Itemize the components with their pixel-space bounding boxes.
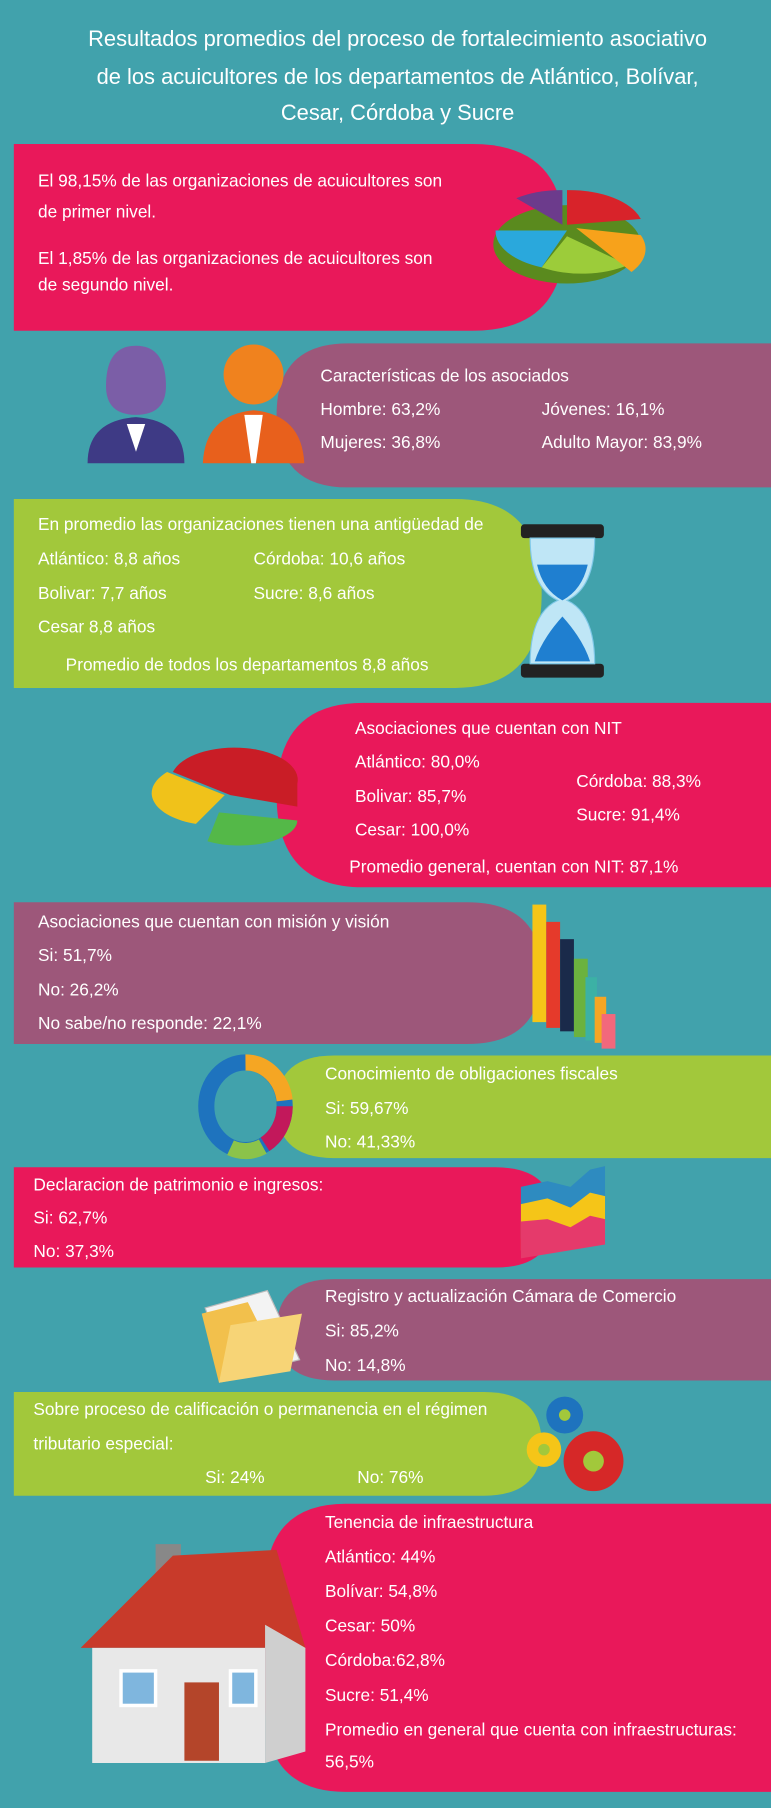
text-line: Si: 59,67%: [325, 1098, 409, 1118]
text-line: No: 37,3%: [33, 1241, 114, 1261]
text-line: No sabe/no responde: 22,1%: [38, 1013, 262, 1033]
text-line: de primer nivel.: [38, 202, 156, 222]
text-line: Bolivar: 7,7 años: [38, 583, 167, 603]
text-line: Promedio general, cuentan con NIT: 87,1%: [349, 856, 678, 876]
text-line: Sucre: 91,4%: [576, 804, 680, 824]
text-line: Características de los asociados: [320, 365, 569, 385]
text-line: 56,5%: [325, 1752, 374, 1772]
text-line: Cesar: 100,0%: [355, 819, 469, 839]
text-line: Hombre: 63,2%: [320, 399, 440, 419]
text-line: El 1,85% de las organizaciones de acuicu…: [38, 248, 433, 268]
text-line: Cesar: 50%: [325, 1616, 415, 1636]
title-line: Cesar, Córdoba y Sucre: [281, 100, 514, 125]
text-line: Atlántico: 80,0%: [355, 751, 480, 771]
text-line: Asociaciones que cuentan con misión y vi…: [38, 912, 389, 932]
text-line: Asociaciones que cuentan con NIT: [355, 718, 622, 738]
text-line: En promedio las organizaciones tienen un…: [38, 514, 483, 534]
text-line: Córdoba:62,8%: [325, 1650, 445, 1670]
text-line: Atlántico: 44%: [325, 1547, 435, 1567]
text-line: Cesar 8,8 años: [38, 617, 155, 637]
text-line: Mujeres: 36,8%: [320, 432, 440, 452]
text-line: tributario especial:: [33, 1434, 173, 1454]
text-line: Promedio de todos los departamentos 8,8 …: [66, 655, 429, 675]
text-line: Si: 62,7%: [33, 1208, 107, 1228]
text-line: Atlántico: 8,8 años: [38, 549, 180, 569]
text-line: Sucre: 8,6 años: [254, 583, 375, 603]
text-line: Registro y actualización Cámara de Comer…: [325, 1286, 676, 1306]
text-line: de segundo nivel.: [38, 274, 173, 294]
text-line: No: 76%: [357, 1467, 423, 1487]
text-line: No: 26,2%: [38, 980, 119, 1000]
text-line: Tenencia de infraestructura: [325, 1512, 534, 1532]
text-line: Si: 85,2%: [325, 1321, 399, 1341]
text-line: Adulto Mayor: 83,9%: [542, 432, 702, 452]
text-line: Si: 51,7%: [38, 945, 112, 965]
text-line: Sucre: 51,4%: [325, 1685, 429, 1705]
page: Resultados promedios del proceso de fort…: [0, 0, 771, 1808]
text-line: Si: 24%: [205, 1467, 265, 1487]
text-line: Córdoba: 88,3%: [576, 771, 701, 791]
title-line: de los acuicultores de los departamentos…: [97, 64, 699, 89]
text-line: Sobre proceso de calificación o permanen…: [33, 1399, 487, 1419]
text-line: Bolivar: 85,7%: [355, 786, 466, 806]
text-line: Promedio en general que cuenta con infra…: [325, 1719, 737, 1739]
title-line: Resultados promedios del proceso de fort…: [88, 26, 707, 51]
text-line: Declaracion de patrimonio e ingresos:: [33, 1174, 323, 1194]
text-line: Jóvenes: 16,1%: [542, 399, 665, 419]
text-line: Córdoba: 10,6 años: [254, 549, 406, 569]
text-line: Conocimiento de obligaciones fiscales: [325, 1064, 618, 1084]
text-line: El 98,15% de las organizaciones de acuic…: [38, 171, 442, 191]
text-line: No: 41,33%: [325, 1132, 415, 1152]
infographic: Resultados promedios del proceso de fort…: [0, 0, 771, 1808]
text-line: No: 14,8%: [325, 1355, 406, 1375]
text-line: Bolívar: 54,8%: [325, 1581, 437, 1601]
